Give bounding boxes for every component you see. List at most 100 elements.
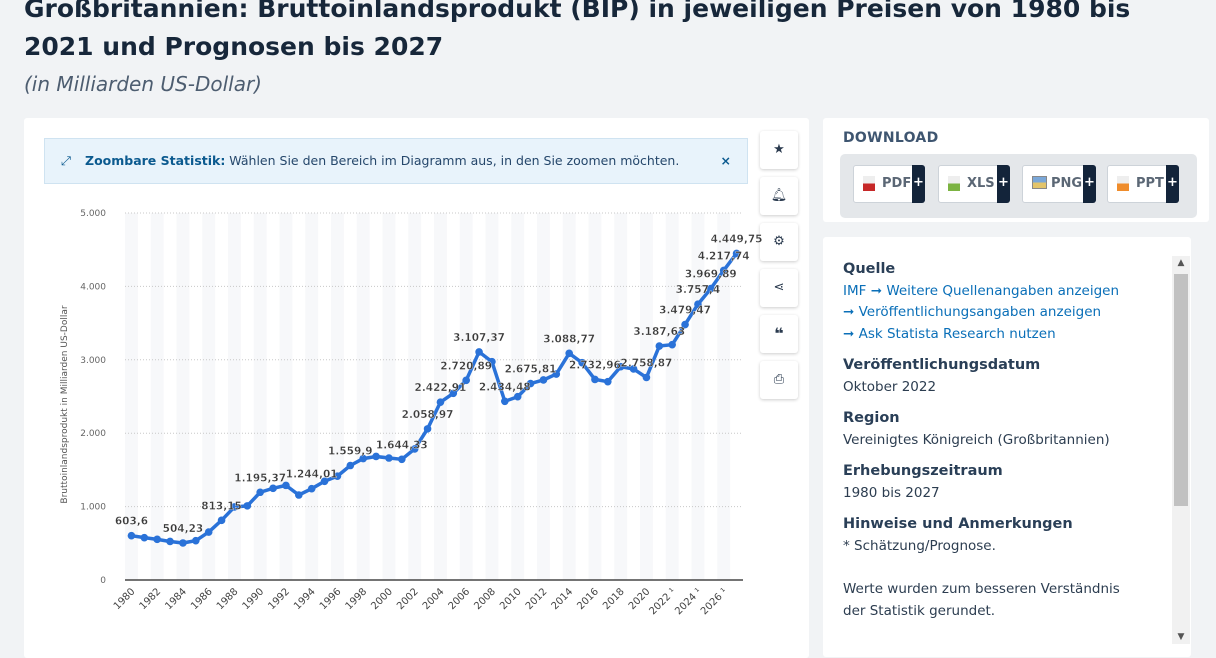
data-point <box>694 300 702 309</box>
x-tick-label: 2010 <box>498 586 524 612</box>
pubdate-heading: Veröffentlichungsdatum <box>843 357 1041 373</box>
data-point <box>655 342 664 350</box>
band <box>150 213 164 580</box>
info-scrollbar[interactable]: ▲ ▼ <box>1172 256 1190 644</box>
scroll-up-icon[interactable]: ▲ <box>1177 258 1185 268</box>
x-tick-label: 2022 ¹ <box>647 586 678 617</box>
x-tick-label: 1992 <box>266 586 292 612</box>
data-point <box>153 535 161 544</box>
data-point <box>127 531 136 540</box>
data-point <box>140 533 149 542</box>
x-tick-label: 1986 <box>189 586 215 612</box>
download-xls-button[interactable]: XLS + <box>938 165 1010 203</box>
y-tick-label: 1.000 <box>80 503 106 513</box>
x-tick-label: 1996 <box>318 586 344 612</box>
data-point <box>256 488 264 497</box>
data-point <box>668 340 676 349</box>
data-point <box>436 398 445 406</box>
source-link[interactable]: IMF ➞ Weitere Quellenangaben anzeigen <box>843 282 1120 299</box>
band <box>562 213 576 580</box>
data-point <box>616 362 625 371</box>
data-point <box>565 349 573 358</box>
x-tick-label: 2014 <box>550 586 576 612</box>
band <box>356 213 370 580</box>
data-point <box>192 536 200 545</box>
page-title: Großbritannien: Bruttoinlandsprodukt (BI… <box>24 0 1131 61</box>
data-point <box>269 484 277 493</box>
data-point <box>732 249 741 258</box>
line-chart[interactable]: 0 1.000 2.000 3.000 4.000 5.000 Bruttoinlandsp… <box>0 0 800 644</box>
data-point <box>307 484 316 493</box>
data-point <box>166 537 174 546</box>
plus-icon[interactable]: + <box>997 165 1010 203</box>
scroll-down-icon[interactable]: ▼ <box>1177 632 1185 642</box>
y-tick-label: 0 <box>100 576 106 586</box>
data-label: 813,15 <box>201 500 242 512</box>
publication-link[interactable]: ➞ Veröffentlichungsangaben anzeigen <box>843 304 1102 320</box>
download-png-button[interactable]: PNG + <box>1022 165 1096 203</box>
data-label: 1.244,01 <box>286 469 338 481</box>
download-ppt-button[interactable]: PPT + <box>1107 165 1179 203</box>
x-tick-label: 1990 <box>241 586 267 612</box>
band <box>537 213 550 580</box>
close-icon[interactable]: × <box>720 153 731 168</box>
x-tick-label: 1994 <box>292 586 318 612</box>
cite-button[interactable]: ❝ <box>760 315 798 353</box>
scroll-thumb[interactable] <box>1174 274 1188 506</box>
x-tick-label: 2026 ¹ <box>699 586 730 617</box>
x-tick-label: 1988 <box>215 586 241 612</box>
band <box>202 213 216 580</box>
data-point <box>539 376 548 384</box>
data-label: 2.058,97 <box>402 409 454 421</box>
notes-value: * Schätzung/Prognose. <box>843 537 996 554</box>
notification-button[interactable]: 🔔︎ <box>760 177 798 215</box>
data-point <box>681 320 689 329</box>
quote-icon: ❝ <box>774 324 784 343</box>
data-point <box>333 472 342 480</box>
zoom-hint-text: Wählen Sie den Bereich im Diagramm aus, … <box>225 153 680 168</box>
data-label: 504,23 <box>163 523 204 535</box>
y-axis-label: Bruttoinlandsprodukt in Milliarden US-Do… <box>60 305 70 503</box>
gear-icon: ⚙ <box>773 234 785 249</box>
xls-icon <box>948 176 960 191</box>
download-pdf-button[interactable]: PDF + <box>853 165 925 203</box>
research-link[interactable]: ➞ Ask Statista Research nutzen <box>843 325 1056 342</box>
print-button[interactable]: ⎙ <box>760 361 798 399</box>
settings-button[interactable]: ⚙ <box>760 223 798 261</box>
band <box>382 213 396 580</box>
region-heading: Region <box>843 410 900 426</box>
plus-icon[interactable]: + <box>912 165 925 203</box>
notes-rounding: Werte wurden zum besseren Verständnis de… <box>843 581 1120 619</box>
x-tick-label: 1982 <box>138 586 164 612</box>
zoom-icon: ⤢ <box>61 153 72 168</box>
download-card: DOWNLOAD PDF + XLS + PNG + PPT + <box>823 118 1209 222</box>
data-point <box>230 503 239 511</box>
plus-icon[interactable]: + <box>1166 165 1179 203</box>
data-label: 4.449,75 <box>711 233 763 245</box>
x-tick-label: 2012 <box>524 586 550 612</box>
data-point <box>578 358 586 367</box>
print-icon: ⎙ <box>773 372 785 387</box>
page-subtitle: (in Milliarden US-Dollar) <box>24 72 262 96</box>
band <box>640 213 653 580</box>
share-button[interactable]: ⋖ <box>760 269 798 307</box>
region-value: Vereinigtes Königreich (Großbritannien) <box>843 431 1110 448</box>
star-icon: ★ <box>773 142 785 157</box>
x-tick-label: 2006 <box>447 586 473 612</box>
data-label: 2.675,81 <box>505 364 557 376</box>
source-heading: Quelle <box>843 261 896 277</box>
x-tick-label: 2018 <box>601 586 627 612</box>
download-buttons: PDF + XLS + PNG + PPT + <box>840 154 1197 218</box>
band <box>717 213 731 580</box>
plus-icon[interactable]: + <box>1083 165 1096 203</box>
data-point <box>513 392 522 401</box>
period-heading: Erhebungszeitraum <box>843 463 1003 479</box>
data-label: 2.758,87 <box>621 357 673 369</box>
band <box>434 213 447 580</box>
ppt-icon <box>1117 176 1129 191</box>
band <box>176 213 190 580</box>
x-tick-label: 1998 <box>344 586 370 612</box>
x-tick-label: 2008 <box>472 586 498 612</box>
info-card: Quelle IMF ➞ Weitere Quellenangaben anze… <box>823 237 1191 657</box>
favorite-button[interactable]: ★ <box>760 131 798 169</box>
